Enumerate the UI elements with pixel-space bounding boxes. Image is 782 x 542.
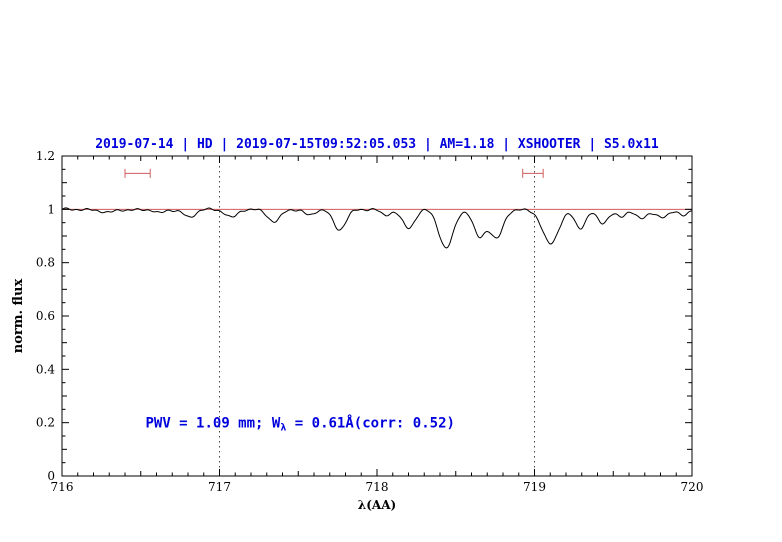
y-tick-label: 0 [47,469,55,483]
range-marker [522,168,544,178]
y-tick-label: 1.2 [36,149,55,163]
plot-title: 2019-07-14 | HD | 2019-07-15T09:52:05.05… [95,137,659,152]
y-tick-labels: 0 0.2 0.4 0.6 0.8 1 1.2 [36,149,55,483]
x-tick-label: 717 [208,480,231,494]
x-tick-labels: 716 717 718 719 720 [51,480,704,494]
axis-ticks [61,155,693,477]
x-tick-label: 719 [523,480,546,494]
spectrum-trace [61,207,693,249]
annotation-suffix: = 0.61Å(corr: 0.52) [286,415,455,432]
pwv-annotation: PWV = 1.09 mm; Wλ = 0.61Å(corr: 0.52) [145,415,454,434]
y-tick-label: 0.6 [36,309,55,323]
y-tick-label: 1 [47,202,55,216]
x-axis-title: λ(AA) [358,498,396,512]
x-tick-label: 716 [51,480,74,494]
x-tick-label: 720 [681,480,704,494]
feature-range-markers [124,168,544,178]
range-marker [124,168,151,178]
y-axis-title: norm. flux [11,279,26,354]
y-tick-label: 0.8 [36,256,55,270]
wavelength-marker-lines [219,156,535,476]
y-tick-label: 0.4 [36,362,55,376]
annotation-prefix: PWV = 1.09 mm; W [145,416,280,432]
x-tick-label: 718 [366,480,389,494]
annotation-lambda-subscript: λ [280,423,286,434]
y-tick-label: 0.2 [36,416,55,430]
